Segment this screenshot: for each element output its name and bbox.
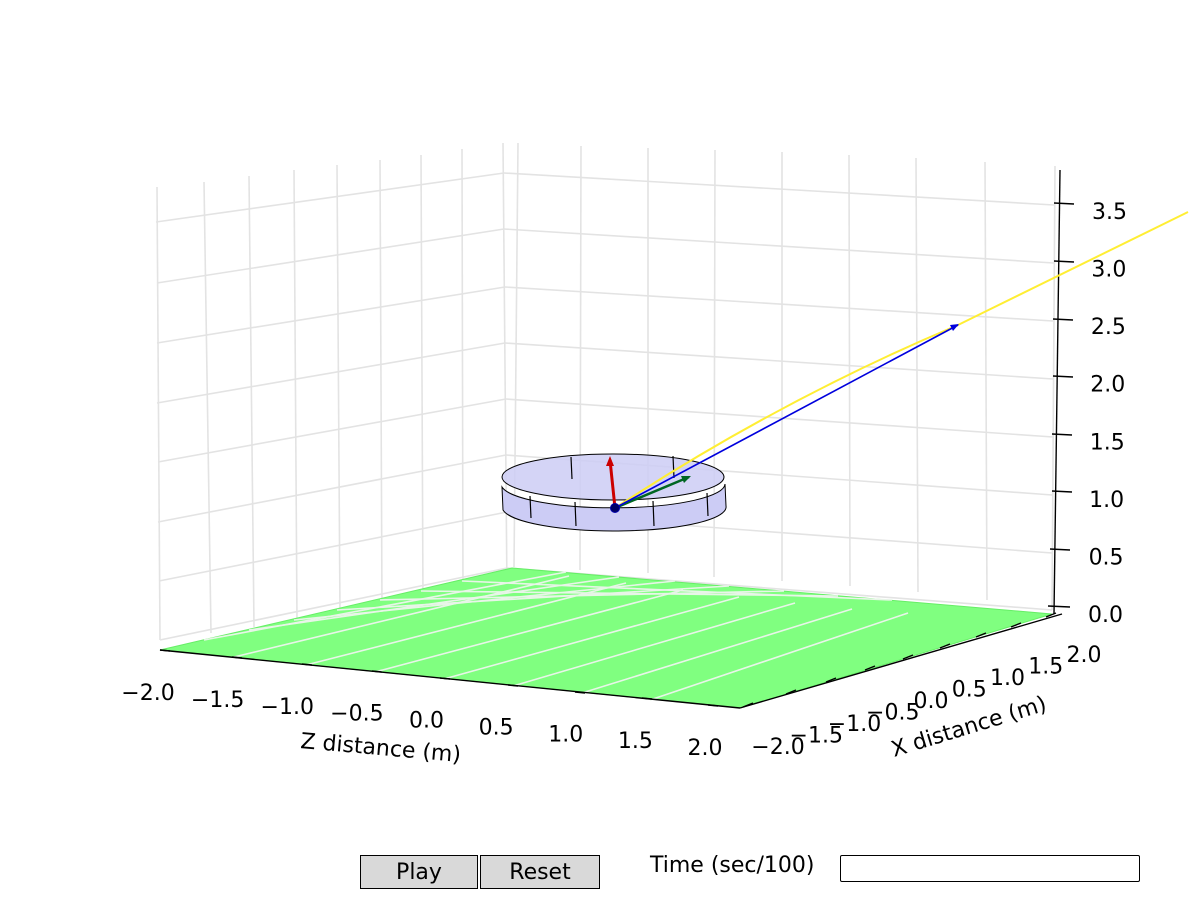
back-grid [155,142,1056,641]
disk-side [501,483,727,532]
play-button[interactable]: Play [360,855,478,889]
z-axis-tick-labels: −2.0 −1.5 −1.0 −0.5 0.0 0.5 1.0 1.5 2.0 [121,681,722,761]
z-axis-tick-label: 1.0 [548,722,583,747]
z-axis-tick-label: −1.5 [191,688,244,713]
z-axis-tick-label: 0.5 [479,715,514,740]
z-axis-label: Z distance (m) [299,729,461,768]
height-axis-tick-label: 3.5 [1092,200,1127,225]
height-axis-tick-label: 0.5 [1089,545,1124,570]
x-axis-tick-marks [742,612,1057,708]
height-axis-tick-labels: 0.0 0.5 1.0 1.5 2.0 2.5 3.0 3.5 [1088,200,1127,628]
arrow-velocity [614,324,959,509]
x-axis-tick-label: −0.5 [866,701,919,726]
time-input[interactable] [840,855,1140,882]
x-axis-tick-label: 1.5 [1028,655,1063,680]
z-axis-tick-marks [159,649,719,707]
height-axis-tick-label: 1.0 [1089,488,1124,513]
z-axis-tick-label: −2.0 [121,681,174,706]
height-axis-tick-label: 2.5 [1091,315,1126,340]
height-axis-tick-label: 0.0 [1088,603,1123,628]
arrow-forward [614,475,690,510]
x-axis-tick-label: −1.5 [790,724,843,749]
height-axis-tick-marks [1047,202,1075,608]
x-axis-tick-label: 0.5 [952,678,987,703]
z-axis-tick-label: 2.0 [688,736,723,761]
x-axis-tick-label: 0.0 [914,689,949,714]
center-point [610,503,620,513]
arrow-up [608,459,617,509]
reset-button[interactable]: Reset [480,855,600,889]
time-label: Time (sec/100) [650,853,815,878]
x-axis-tick-label: 1.0 [990,666,1025,691]
height-axis-tick-label: 2.0 [1090,373,1125,398]
z-axis-tick-label: −1.0 [261,695,314,720]
z-axis-tick-label: 1.5 [618,729,653,754]
x-axis-tick-label: −1.0 [828,712,881,737]
height-axis-tick-label: 1.5 [1090,430,1125,455]
z-axis-tick-label: 0.0 [409,709,444,734]
height-axis-tick-label: 3.0 [1091,258,1126,283]
arrows [606,324,959,513]
ground-grid [203,571,909,701]
trajectory-line [614,211,1189,509]
x-axis-tick-labels: −2.0−1.5−1.0−0.50.0 0.5 1.0 1.5 2.0 [751,643,1101,760]
z-axis-tick-label: −0.5 [330,702,383,727]
x-axis-tick-label: 2.0 [1067,643,1102,668]
x-axis-tick-label: −2.0 [751,735,804,760]
